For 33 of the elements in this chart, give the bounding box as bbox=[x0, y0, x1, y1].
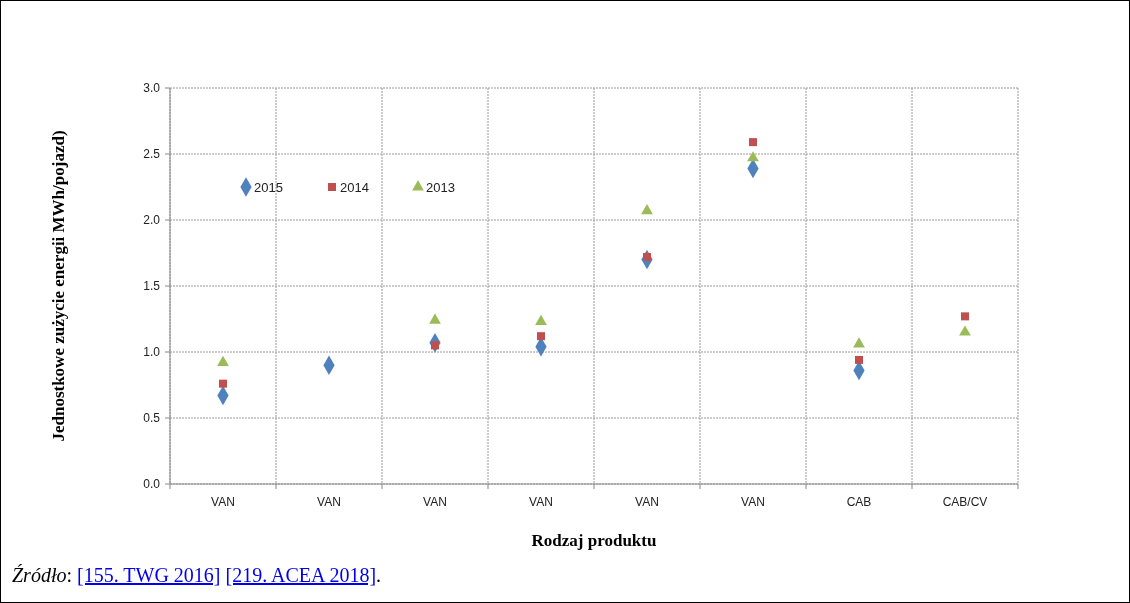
point bbox=[217, 355, 229, 366]
legend-label: 2013 bbox=[426, 179, 455, 195]
x-tick-label: VAN bbox=[211, 495, 235, 509]
y-tick-label: 1.5 bbox=[143, 279, 161, 294]
y-axis-title: Jednostkowe zużycie energii MWh/pojazd) bbox=[49, 130, 68, 442]
y-tick-label: 1.0 bbox=[143, 345, 161, 360]
x-tick-label: CAB/CV bbox=[942, 495, 988, 509]
y-tick-label: 0.5 bbox=[143, 411, 161, 426]
point bbox=[429, 313, 441, 324]
text: Źródło: [155. TWG 2016] [219. ACEA 2018]. bbox=[12, 564, 382, 586]
point bbox=[537, 332, 545, 341]
point bbox=[959, 325, 971, 336]
y-tick-label: 0.0 bbox=[143, 477, 161, 492]
x-tick-label: CAB bbox=[846, 495, 872, 509]
point bbox=[219, 379, 227, 388]
legend-label: 2015 bbox=[254, 179, 283, 195]
x-tick-label: VAN bbox=[423, 495, 447, 509]
point bbox=[855, 355, 863, 364]
y-tick-label: 2.0 bbox=[143, 213, 161, 228]
x-tick-label: VAN bbox=[317, 495, 341, 509]
point bbox=[747, 151, 759, 162]
y-tick-label: 3.0 bbox=[143, 81, 161, 96]
x-axis-title: Rodzaj produktu bbox=[531, 531, 657, 550]
x-tick-label: VAN bbox=[741, 495, 765, 509]
point bbox=[749, 138, 757, 147]
legend-label: 2014 bbox=[340, 179, 369, 195]
point bbox=[641, 203, 653, 215]
point bbox=[535, 314, 547, 326]
point bbox=[961, 312, 969, 321]
x-tick-label: VAN bbox=[529, 495, 553, 509]
y-tick-label: 2.5 bbox=[143, 147, 161, 162]
x-tick-label: VAN bbox=[635, 495, 659, 509]
point bbox=[853, 337, 865, 348]
